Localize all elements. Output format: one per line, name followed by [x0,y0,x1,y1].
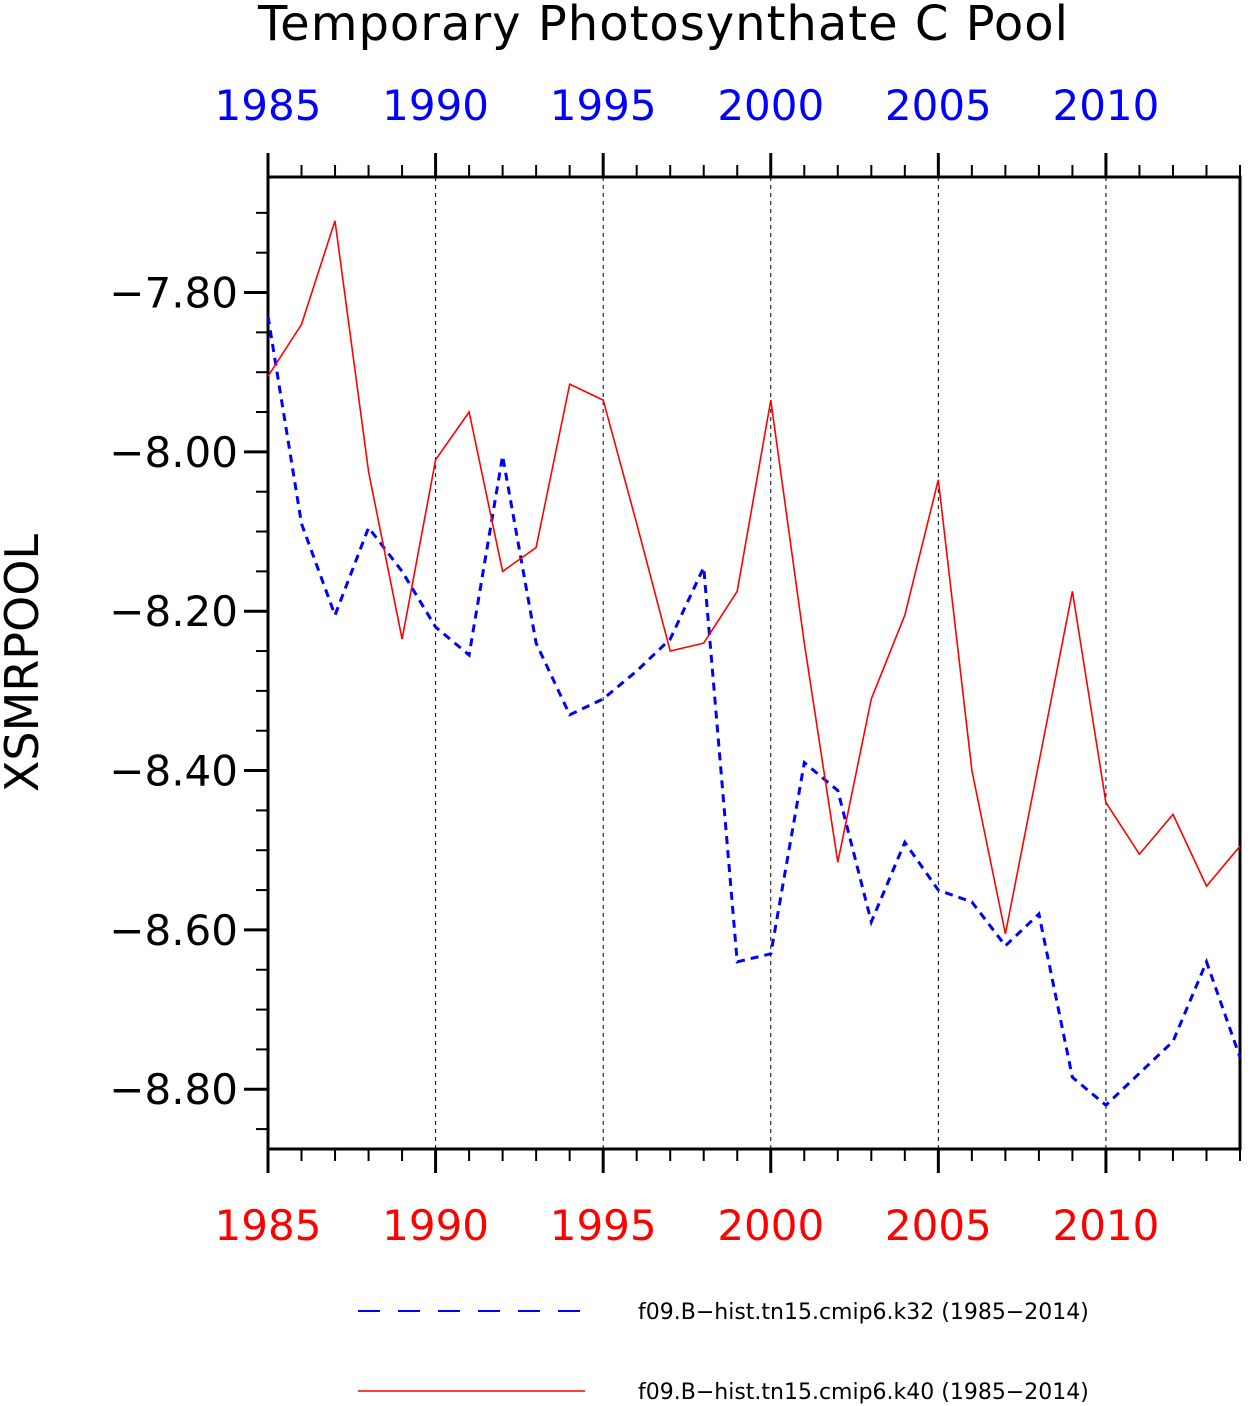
top-x-tick-label: 2010 [1052,81,1159,130]
series-line-1 [266,316,1242,1108]
bottom-x-tick-label: 1990 [382,1201,489,1250]
top-x-tick-label: 1995 [550,81,657,130]
bottom-x-tick-label: 2000 [717,1201,824,1250]
top-x-tick-labels: 1985 1990 1995 2000 2005 2010 [215,81,1160,130]
chart-title: Temporary Photosynthate C Pool [257,0,1069,52]
legend-label-1: f09.B−hist.tn15.cmip6.k32 (1985−2014) [638,1300,1089,1325]
top-x-tick-label: 1990 [382,81,489,130]
series-lines [266,220,1242,1108]
top-x-tick-label: 2000 [717,81,824,130]
y-tick-label: −7.80 [109,269,238,318]
bottom-x-tick-label: 2010 [1052,1201,1159,1250]
y-axis-label: XSMRPOOL [0,534,49,793]
y-tick-label: −8.40 [109,747,238,796]
legend: f09.B−hist.tn15.cmip6.k32 (1985−2014) f09… [358,1300,1089,1405]
bottom-x-tick-labels: 1985 1990 1995 2000 2005 2010 [215,1201,1160,1250]
y-tick-label: −8.00 [109,428,238,477]
top-x-tick-label: 2005 [885,81,992,130]
y-tick-label: −8.60 [109,906,238,955]
series-line-2 [267,220,1241,935]
vertical-grid-lines [435,177,1107,1149]
axis-ticks [244,153,1241,1173]
bottom-x-tick-label: 2005 [885,1201,992,1250]
bottom-x-tick-label: 1995 [550,1201,657,1250]
y-tick-labels: −7.80 −8.00 −8.20 −8.40 −8.60 −8.80 [109,269,238,1115]
plot-frame [266,175,1242,1151]
y-tick-label: −8.80 [109,1065,238,1114]
y-tick-label: −8.20 [109,587,238,636]
bottom-x-tick-label: 1985 [215,1201,322,1250]
top-x-tick-label: 1985 [215,81,322,130]
legend-label-2: f09.B−hist.tn15.cmip6.k40 (1985−2014) [638,1380,1089,1405]
